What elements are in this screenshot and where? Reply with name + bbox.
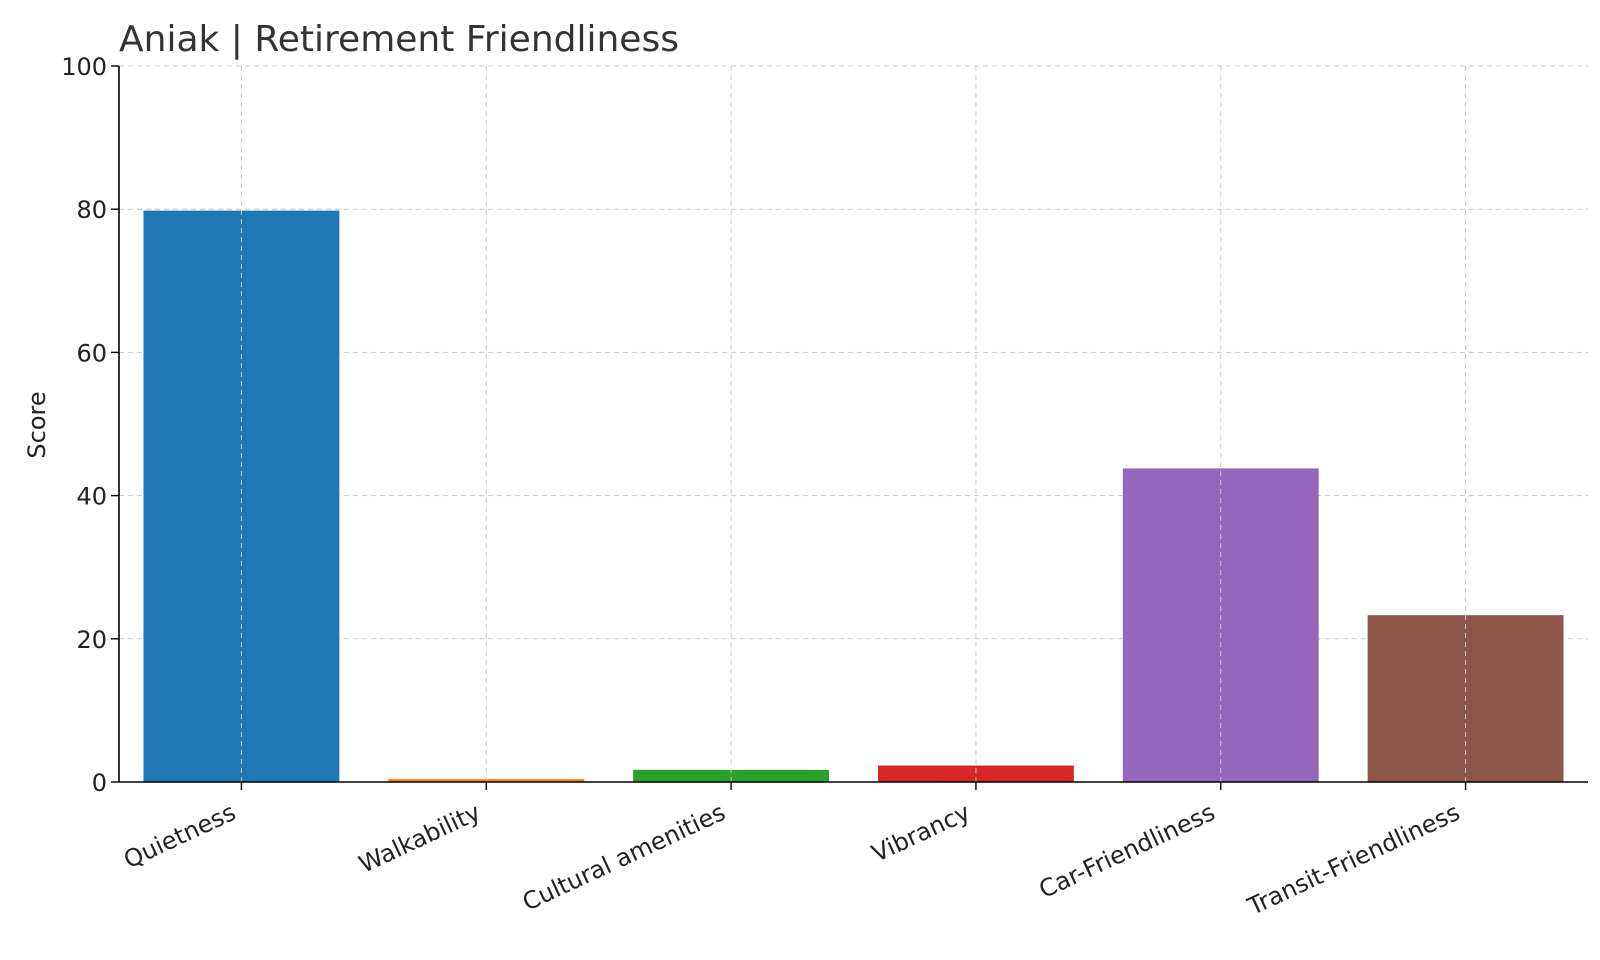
grid-layer [119,65,1588,640]
bar-quietness [143,210,340,782]
chart-title: Aniak | Retirement Friendliness [119,19,679,60]
x-tick-label: Quietness [119,798,240,874]
x-tick-label: Walkability [355,798,485,879]
y-tick-label: 100 [61,53,107,81]
x-tick-label: Cultural amenities [518,798,729,916]
bar-cultural-amenities [633,769,830,782]
y-tick-label: 20 [76,626,107,654]
y-tick-label: 80 [76,196,107,224]
y-tick-label: 40 [76,483,107,511]
x-tick-label: Transit-Friendliness [1243,798,1464,921]
bars-layer [143,66,1564,782]
x-tick-label: Car-Friendliness [1035,798,1220,904]
y-tick-label: 0 [92,769,107,797]
x-tick-label: Vibrancy [867,798,974,868]
y-tick-label: 60 [76,339,107,367]
y-axis-label: Score [23,391,51,458]
axes-layer [111,65,1588,790]
bar-vibrancy [877,765,1074,782]
